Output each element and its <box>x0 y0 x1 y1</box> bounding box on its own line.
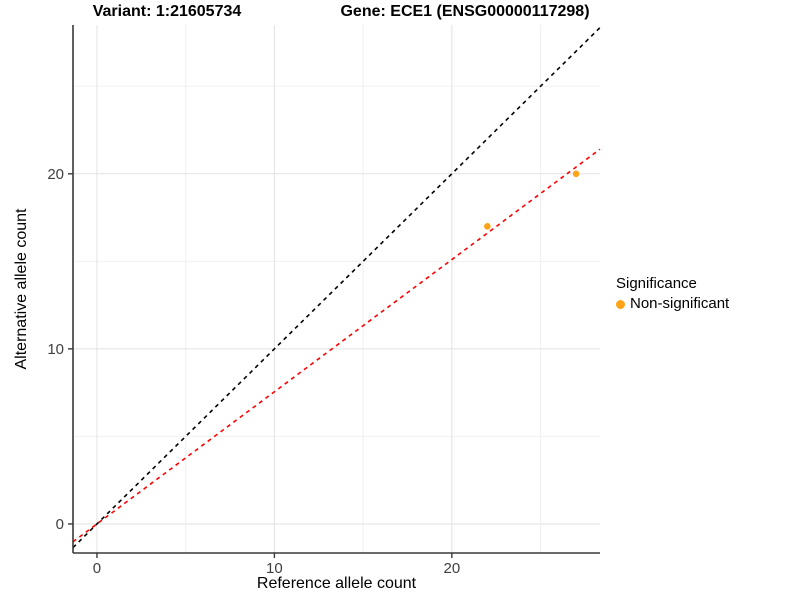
legend-title: Significance <box>616 275 697 292</box>
x-tick-label: 20 <box>443 560 460 577</box>
data-point <box>484 223 491 230</box>
y-tick-label: 10 <box>47 341 64 358</box>
legend-item: Non-significant <box>616 295 729 313</box>
data-point <box>572 170 580 178</box>
legend-point-swatch <box>616 299 625 309</box>
x-tick-label: 10 <box>266 560 283 577</box>
x-axis-title: Reference allele count <box>256 575 417 592</box>
identity-line <box>72 27 601 549</box>
y-tick-label: 0 <box>56 516 64 533</box>
x-tick-label: 0 <box>93 560 101 577</box>
fitted-ratio-line <box>72 148 601 543</box>
y-tick-label: 20 <box>47 166 64 183</box>
gene-title: Gene: ECE1 (ENSG00000117298) <box>340 3 590 20</box>
legend: Significance Non-significant <box>616 275 729 313</box>
variant-title: Variant: 1:21605734 <box>92 3 242 20</box>
legend-item-label: Non-significant <box>630 295 730 312</box>
y-axis-title: Alternative allele count <box>13 208 30 370</box>
